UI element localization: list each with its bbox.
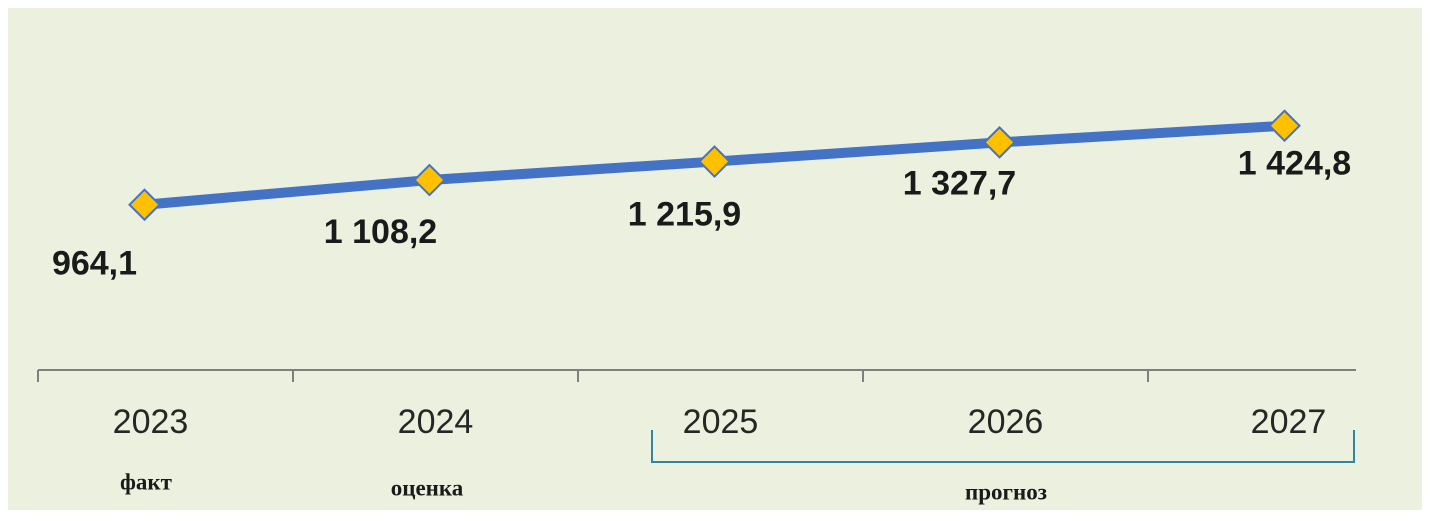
x-tick-label: 2025 xyxy=(683,403,759,441)
x-tick-label: 2024 xyxy=(398,403,474,441)
data-label: 964,1 xyxy=(52,245,137,283)
x-tick-label: 2026 xyxy=(968,403,1044,441)
marker xyxy=(413,163,446,197)
data-label: 1 108,2 xyxy=(324,213,437,251)
marker xyxy=(128,188,161,222)
x-tick-label: 2027 xyxy=(1251,403,1327,441)
marker xyxy=(983,125,1016,159)
plot-background xyxy=(8,8,1422,510)
marker xyxy=(698,145,731,178)
marker xyxy=(1268,109,1301,143)
data-label: 1 424,8 xyxy=(1238,145,1351,183)
data-label: 1 327,7 xyxy=(903,164,1016,202)
x-tick-label: 2023 xyxy=(113,403,189,441)
sublabel: факт xyxy=(120,469,173,494)
sublabel: прогноз xyxy=(965,479,1047,504)
data-label: 1 215,9 xyxy=(628,196,741,234)
forecast-bracket xyxy=(651,430,1355,463)
sublabel: оценка xyxy=(391,475,464,500)
